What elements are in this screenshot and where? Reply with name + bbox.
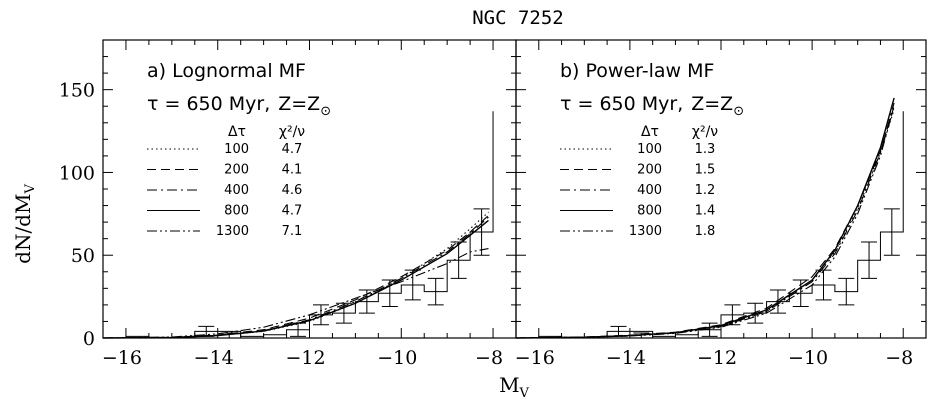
model-curve-1300 xyxy=(102,248,489,339)
model-curve-100 xyxy=(102,211,489,339)
legend-chi: 1.8 xyxy=(695,224,716,239)
legend-dt: 100 xyxy=(637,142,662,157)
y-tick-label: 100 xyxy=(59,162,95,184)
legend-dt: 100 xyxy=(224,142,249,157)
sun-symbol: ⊙ xyxy=(733,104,744,119)
y-tick-label: 0 xyxy=(83,328,95,350)
legend-chi: 4.7 xyxy=(282,204,303,219)
panel-a-legend-col2: χ²/ν xyxy=(279,124,305,140)
x-tick-label: −14 xyxy=(606,347,646,369)
histogram xyxy=(516,111,904,339)
panel-b-legend: 100 1.3 200 1.5 400 1.2 800 1.4 1300 1.8 xyxy=(560,142,715,239)
panel-b-legend-col1: Δτ xyxy=(641,124,659,140)
y-axis-label: dN/dMV xyxy=(11,184,38,264)
panel-a-legend-col1: Δτ xyxy=(228,124,246,140)
legend-chi: 7.1 xyxy=(282,224,303,239)
x-tick-label: −12 xyxy=(697,347,737,369)
legend-dt: 200 xyxy=(637,163,662,178)
y-tick-label: 150 xyxy=(59,80,95,102)
legend-chi: 4.1 xyxy=(282,163,303,178)
x-tick-label: −14 xyxy=(194,347,234,369)
x-tick-label: −8 xyxy=(475,347,503,369)
y-tick-label: 50 xyxy=(71,245,95,267)
x-tick-label: −10 xyxy=(788,347,828,369)
legend-dt: 400 xyxy=(224,183,249,198)
x-tick-label: −10 xyxy=(377,347,417,369)
legend-dt: 800 xyxy=(637,204,662,219)
legend-chi: 1.5 xyxy=(695,163,716,178)
panel-b-heading: b) Power-law MF xyxy=(560,60,714,82)
panel-b-legend-col2: χ²/ν xyxy=(692,124,718,140)
legend-dt: 800 xyxy=(224,204,249,219)
legend-chi: 4.6 xyxy=(282,183,303,198)
panel-a-subheading: τ = 650 Myr, Z=Z⊙ xyxy=(147,93,331,119)
x-axis-label-sub: V xyxy=(519,386,530,400)
legend-chi: 1.4 xyxy=(695,204,716,219)
x-tick-label: −12 xyxy=(285,347,325,369)
panel-a-legend: 100 4.7 200 4.1 400 4.6 800 4.7 1300 7.1 xyxy=(147,142,302,239)
x-axis-label: MV xyxy=(499,373,529,400)
legend-chi: 4.7 xyxy=(282,142,303,157)
panel-b-subheading: τ = 650 Myr, Z=Z⊙ xyxy=(560,93,744,119)
legend-chi: 1.2 xyxy=(695,183,716,198)
panel-a-plot: −16 −14 −12 −10 −8 0 50 100 150 xyxy=(59,39,517,369)
y-axis-label-sub: V xyxy=(23,184,38,195)
chart-title: NGC 7252 xyxy=(472,7,564,29)
x-tick-label: −8 xyxy=(885,347,913,369)
panel-b-plot: −16 −14 −12 −10 −8 xyxy=(515,39,927,369)
model-curve-800 xyxy=(102,219,489,339)
legend-dt: 200 xyxy=(224,163,249,178)
legend-dt: 400 xyxy=(637,183,662,198)
legend-chi: 1.3 xyxy=(695,142,716,157)
x-tick-label: −16 xyxy=(515,347,555,369)
panel-powerlaw: −16 −14 −12 −10 −8 b) Power-law MF τ = 650 M… xyxy=(515,39,927,369)
panel-a-heading: a) Lognormal MF xyxy=(147,60,306,82)
plot-frame xyxy=(102,39,517,339)
sun-symbol: ⊙ xyxy=(320,104,331,119)
model-curve-1300 xyxy=(515,106,895,339)
model-curve-200 xyxy=(515,106,895,339)
x-tick-label: −16 xyxy=(102,347,142,369)
legend-dt: 1300 xyxy=(629,224,662,239)
legend-dt: 1300 xyxy=(216,224,249,239)
